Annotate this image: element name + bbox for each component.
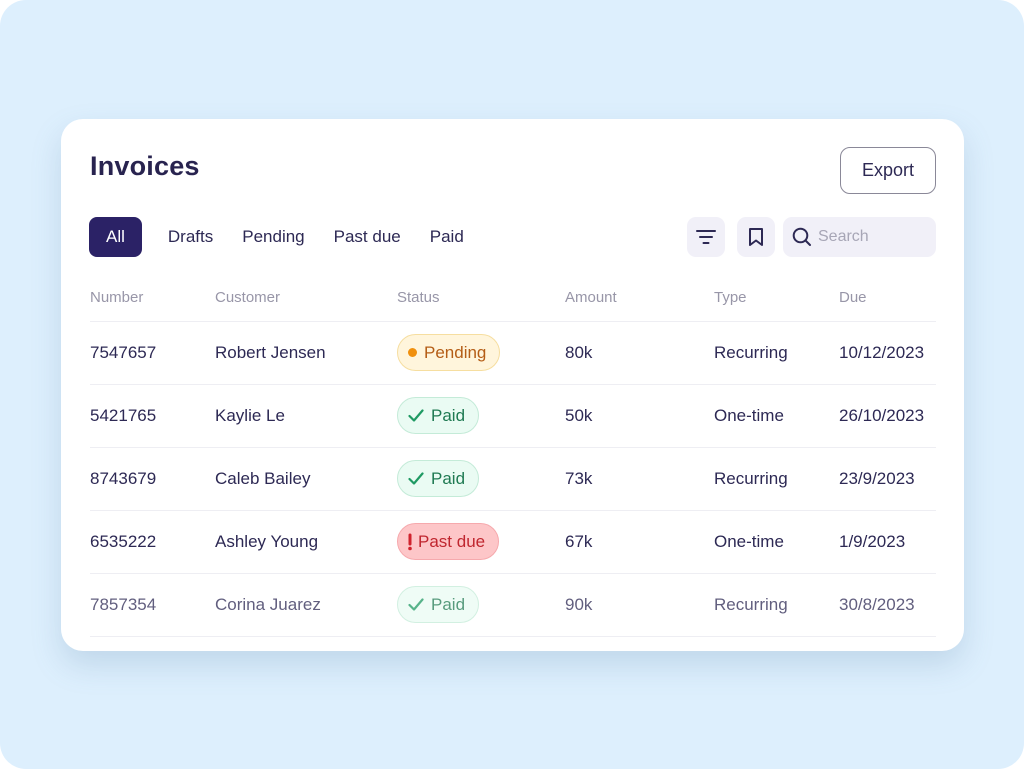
column-status[interactable]: Status [397, 279, 565, 322]
status-label: Pending [424, 342, 487, 362]
column-due[interactable]: Due [839, 279, 936, 322]
table-row[interactable]: 7547657 Robert Jensen Pending 80k Recurr… [90, 321, 936, 385]
invoice-type: Recurring [714, 447, 839, 511]
amount: 80k [565, 321, 714, 385]
table-row[interactable]: 7857354 Corina Juarez Paid 90k Recurring… [90, 573, 936, 637]
pending-dot-icon [408, 348, 417, 357]
search-input[interactable] [818, 228, 918, 246]
customer-name: Caleb Bailey [215, 447, 397, 511]
amount: 90k [565, 573, 714, 637]
invoice-type: One-time [714, 510, 839, 574]
customer-name: Robert Jensen [215, 321, 397, 385]
invoice-type: One-time [714, 384, 839, 448]
page-title: Invoices [90, 151, 200, 181]
status-badge: Pending [397, 334, 501, 371]
filter-icon [696, 230, 716, 244]
status-badge: Past due [397, 523, 500, 560]
column-number[interactable]: Number [90, 279, 215, 322]
tab-drafts[interactable]: Drafts [167, 227, 214, 246]
amount: 67k [565, 510, 714, 574]
invoices-table: Number Customer Status Amount Type Due 7… [90, 279, 936, 637]
status-badge: Paid [397, 397, 480, 434]
status-badge: Paid [397, 586, 480, 623]
export-button[interactable]: Export [840, 147, 936, 194]
table-row[interactable]: 5421765 Kaylie Le Paid 50k One-time 26/1… [90, 384, 936, 448]
amount: 50k [565, 384, 714, 448]
table-row[interactable]: 6535222 Ashley Young Past due 67k One-ti… [90, 510, 936, 574]
due-date: 10/12/2023 [839, 321, 936, 385]
tab-pending[interactable]: Pending [242, 227, 305, 246]
status-label: Paid [431, 405, 466, 425]
check-icon [408, 472, 424, 485]
due-date: 23/9/2023 [839, 447, 936, 511]
table-header-row: Number Customer Status Amount Type Due [90, 279, 936, 322]
invoice-number: 7857354 [90, 573, 215, 637]
status-badge: Paid [397, 460, 480, 497]
tab-paid[interactable]: Paid [429, 227, 464, 246]
invoice-type: Recurring [714, 573, 839, 637]
column-customer[interactable]: Customer [215, 279, 397, 322]
invoice-number: 7547657 [90, 321, 215, 385]
status-label: Past due [418, 531, 486, 551]
bookmark-icon [749, 228, 763, 246]
status-label: Paid [431, 468, 466, 488]
column-amount[interactable]: Amount [565, 279, 714, 322]
tab-past-due[interactable]: Past due [333, 227, 401, 246]
exclamation-icon [407, 533, 413, 551]
column-type[interactable]: Type [714, 279, 839, 322]
customer-name: Kaylie Le [215, 384, 397, 448]
check-icon [408, 598, 424, 611]
tab-all[interactable]: All [89, 217, 142, 257]
table-row[interactable]: 8743679 Caleb Bailey Paid 73k Recurring … [90, 447, 936, 511]
search-field[interactable] [783, 217, 936, 257]
due-date: 1/9/2023 [839, 510, 936, 574]
bookmark-button[interactable] [737, 217, 775, 257]
invoices-card: Invoices Export All Drafts Pending Past … [61, 119, 964, 651]
customer-name: Corina Juarez [215, 573, 397, 637]
check-icon [408, 409, 424, 422]
amount: 73k [565, 447, 714, 511]
search-icon [792, 227, 811, 246]
invoice-number: 6535222 [90, 510, 215, 574]
filter-tabs: All Drafts Pending Past due Paid [89, 217, 479, 257]
due-date: 26/10/2023 [839, 384, 936, 448]
due-date: 30/8/2023 [839, 573, 936, 637]
invoice-type: Recurring [714, 321, 839, 385]
customer-name: Ashley Young [215, 510, 397, 574]
filter-button[interactable] [687, 217, 725, 257]
invoice-number: 5421765 [90, 384, 215, 448]
invoice-number: 8743679 [90, 447, 215, 511]
status-label: Paid [431, 594, 466, 614]
